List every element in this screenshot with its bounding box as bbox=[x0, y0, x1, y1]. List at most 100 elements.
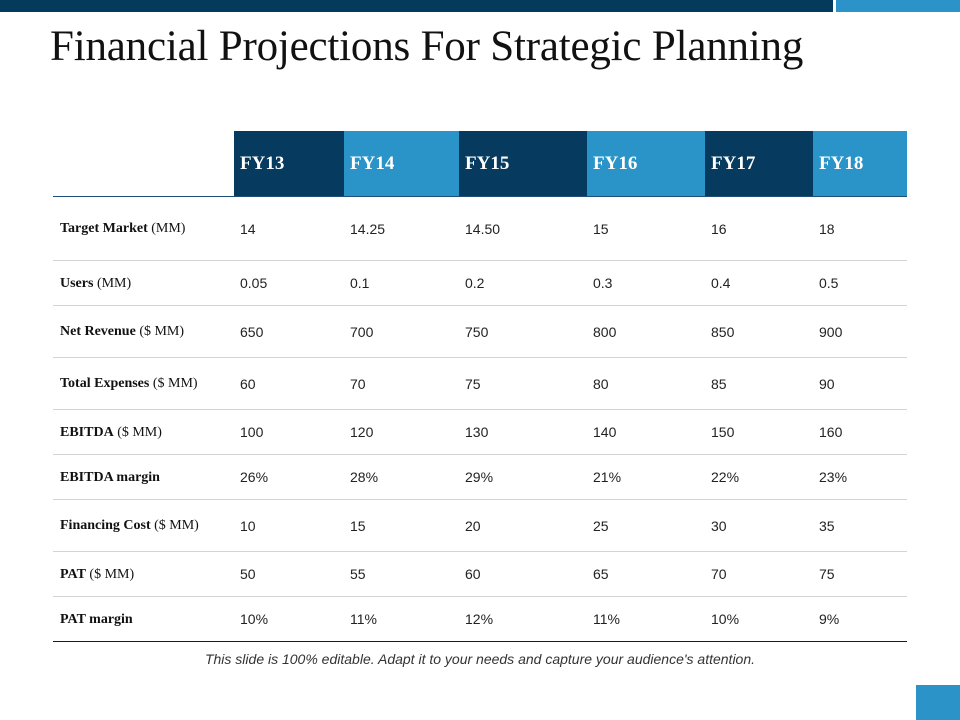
table-cell: 800 bbox=[587, 305, 705, 358]
table-cell: 120 bbox=[344, 409, 459, 455]
row-label-name: Net Revenue bbox=[60, 324, 136, 339]
table-cell: 70 bbox=[705, 551, 813, 597]
table-cell: 80 bbox=[587, 357, 705, 410]
row-label-name: Financing Cost bbox=[60, 518, 151, 533]
table-cell: 14 bbox=[234, 196, 344, 261]
row-label: Total Expenses ($ MM) bbox=[53, 357, 234, 410]
slide-title: Financial Projections For Strategic Plan… bbox=[50, 23, 804, 70]
column-header-fy13: FY13 bbox=[234, 131, 344, 197]
table-cell: 28% bbox=[344, 454, 459, 500]
row-label: EBITDA ($ MM) bbox=[53, 409, 234, 455]
row-label-unit: ($ MM) bbox=[135, 324, 185, 339]
table-cell: 700 bbox=[344, 305, 459, 358]
table-cell: 50 bbox=[234, 551, 344, 597]
table-row-users: Users (MM) 0.05 0.1 0.2 0.3 0.4 0.5 bbox=[53, 260, 907, 306]
table-cell: 10 bbox=[234, 499, 344, 552]
row-label-unit: ($ MM) bbox=[150, 518, 199, 533]
table-cell: 26% bbox=[234, 454, 344, 500]
table-cell: 35 bbox=[813, 499, 907, 552]
table-cell: 21% bbox=[587, 454, 705, 500]
table-cell: 850 bbox=[705, 305, 813, 358]
table-row-ebitda-margin: EBITDA margin 26% 28% 29% 21% 22% 23% bbox=[53, 454, 907, 500]
table-row-total-expenses: Total Expenses ($ MM) 60 70 75 80 85 90 bbox=[53, 357, 907, 410]
financial-projections-table: FY13 FY14 FY15 FY16 FY17 FY18 Target Mar… bbox=[53, 131, 907, 642]
row-label: Financing Cost ($ MM) bbox=[53, 499, 234, 552]
row-label-name: Total Expenses bbox=[60, 376, 150, 391]
table-row-pat-margin: PAT margin 10% 11% 12% 11% 10% 9% bbox=[53, 596, 907, 642]
table-cell: 30 bbox=[705, 499, 813, 552]
table-cell: 18 bbox=[813, 196, 907, 261]
table-cell: 16 bbox=[705, 196, 813, 261]
corner-accent-square bbox=[916, 685, 960, 720]
table-cell: 60 bbox=[234, 357, 344, 410]
table-cell: 14.25 bbox=[344, 196, 459, 261]
column-header-fy17: FY17 bbox=[705, 131, 813, 197]
row-label-unit: (MM) bbox=[93, 275, 132, 291]
table-cell: 12% bbox=[459, 596, 587, 642]
slide-footnote: This slide is 100% editable. Adapt it to… bbox=[204, 651, 756, 667]
table-cell: 11% bbox=[587, 596, 705, 642]
row-label-unit: (MM) bbox=[147, 221, 186, 236]
table-cell: 650 bbox=[234, 305, 344, 358]
table-cell: 0.1 bbox=[344, 260, 459, 306]
row-label-unit: ($ MM) bbox=[85, 566, 135, 582]
table-cell: 140 bbox=[587, 409, 705, 455]
row-label-name: PAT margin bbox=[60, 611, 133, 627]
table-cell: 70 bbox=[344, 357, 459, 410]
table-cell: 60 bbox=[459, 551, 587, 597]
table-cell: 20 bbox=[459, 499, 587, 552]
top-accent-bar-dark bbox=[0, 0, 833, 12]
table-header-row: FY13 FY14 FY15 FY16 FY17 FY18 bbox=[53, 131, 907, 197]
row-label-name: Target Market bbox=[60, 221, 148, 236]
row-label: EBITDA margin bbox=[53, 454, 234, 500]
table-cell: 9% bbox=[813, 596, 907, 642]
table-cell: 10% bbox=[705, 596, 813, 642]
table-cell: 0.2 bbox=[459, 260, 587, 306]
row-label: PAT margin bbox=[53, 596, 234, 642]
table-cell: 29% bbox=[459, 454, 587, 500]
row-label: Net Revenue ($ MM) bbox=[53, 305, 234, 358]
row-label-name: EBITDA bbox=[60, 424, 114, 440]
row-label-name: EBITDA margin bbox=[60, 469, 160, 485]
table-cell: 15 bbox=[344, 499, 459, 552]
table-cell: 11% bbox=[344, 596, 459, 642]
table-cell: 150 bbox=[705, 409, 813, 455]
table-cell: 10% bbox=[234, 596, 344, 642]
row-label-unit: ($ MM) bbox=[113, 424, 162, 440]
row-label-unit: ($ MM) bbox=[149, 376, 198, 391]
row-label-name: PAT bbox=[60, 566, 86, 582]
table-cell: 65 bbox=[587, 551, 705, 597]
table-cell: 0.3 bbox=[587, 260, 705, 306]
table-row-pat: PAT ($ MM) 50 55 60 65 70 75 bbox=[53, 551, 907, 597]
table-row-ebitda: EBITDA ($ MM) 100 120 130 140 150 160 bbox=[53, 409, 907, 455]
table-cell: 100 bbox=[234, 409, 344, 455]
column-header-fy18: FY18 bbox=[813, 131, 907, 197]
table-cell: 22% bbox=[705, 454, 813, 500]
table-cell: 900 bbox=[813, 305, 907, 358]
table-cell: 25 bbox=[587, 499, 705, 552]
table-cell: 55 bbox=[344, 551, 459, 597]
table-cell: 75 bbox=[813, 551, 907, 597]
row-label: PAT ($ MM) bbox=[53, 551, 234, 597]
table-cell: 90 bbox=[813, 357, 907, 410]
row-label: Target Market (MM) bbox=[53, 196, 234, 261]
table-row-target-market: Target Market (MM) 14 14.25 14.50 15 16 … bbox=[53, 196, 907, 261]
table-row-net-revenue: Net Revenue ($ MM) 650 700 750 800 850 9… bbox=[53, 305, 907, 358]
column-header-fy15: FY15 bbox=[459, 131, 587, 197]
top-accent-bar-light bbox=[836, 0, 960, 12]
table-cell: 75 bbox=[459, 357, 587, 410]
table-cell: 130 bbox=[459, 409, 587, 455]
row-label: Users (MM) bbox=[53, 260, 234, 306]
row-label-name: Users bbox=[60, 275, 94, 291]
table-cell: 750 bbox=[459, 305, 587, 358]
table-cell: 0.4 bbox=[705, 260, 813, 306]
table-cell: 15 bbox=[587, 196, 705, 261]
column-header-fy14: FY14 bbox=[344, 131, 459, 197]
table-cell: 0.5 bbox=[813, 260, 907, 306]
table-cell: 23% bbox=[813, 454, 907, 500]
header-corner-cell bbox=[53, 131, 234, 197]
table-cell: 85 bbox=[705, 357, 813, 410]
table-cell: 14.50 bbox=[459, 196, 587, 261]
table-row-financing-cost: Financing Cost ($ MM) 10 15 20 25 30 35 bbox=[53, 499, 907, 552]
table-cell: 0.05 bbox=[234, 260, 344, 306]
